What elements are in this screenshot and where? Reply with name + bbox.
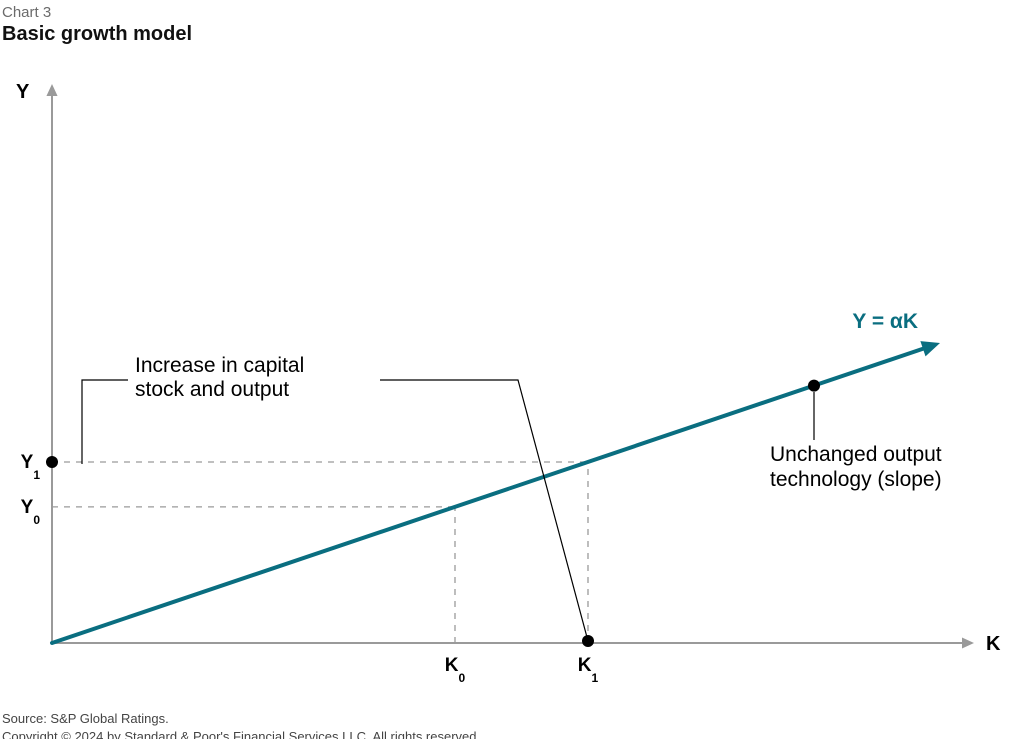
callout-left-connector (82, 380, 128, 464)
annot-unchanged-line2: technology (slope) (770, 468, 942, 491)
y-axis-label: Y (16, 81, 30, 103)
annot-unchanged-line1: Unchanged output (770, 443, 942, 466)
chart-title: Basic growth model (2, 23, 1020, 46)
y-axis-arrow (46, 84, 57, 96)
marker-k1 (582, 635, 594, 647)
annot-increase-line2: stock and output (135, 378, 289, 401)
label-k0: K0 (445, 655, 466, 685)
copyright-line: Copyright © 2024 by Standard & Poor's Fi… (2, 728, 1020, 739)
chart-svg: Y K Y = αK Increase in capitalstock and out… (0, 68, 1020, 700)
equation-label: Y = αK (852, 310, 918, 333)
callout-right-connector (380, 380, 588, 641)
label-y1: Y1 (21, 452, 41, 482)
source-line: Source: S&P Global Ratings. (2, 710, 1020, 728)
marker-on-line (808, 380, 820, 392)
chart-plot: Y K Y = αK Increase in capitalstock and out… (0, 68, 1020, 700)
chart-number: Chart 3 (2, 4, 1020, 21)
chart-header: Chart 3 Basic growth model (0, 0, 1020, 46)
x-axis-label: K (986, 633, 1001, 655)
label-y0: Y0 (21, 497, 41, 527)
chart-footer: Source: S&P Global Ratings. Copyright © … (0, 700, 1020, 739)
label-k1: K1 (578, 655, 599, 685)
annot-increase-line1: Increase in capital (135, 354, 304, 377)
production-line-arrow (920, 341, 940, 356)
marker-y1 (46, 456, 58, 468)
x-axis-arrow (962, 637, 974, 648)
